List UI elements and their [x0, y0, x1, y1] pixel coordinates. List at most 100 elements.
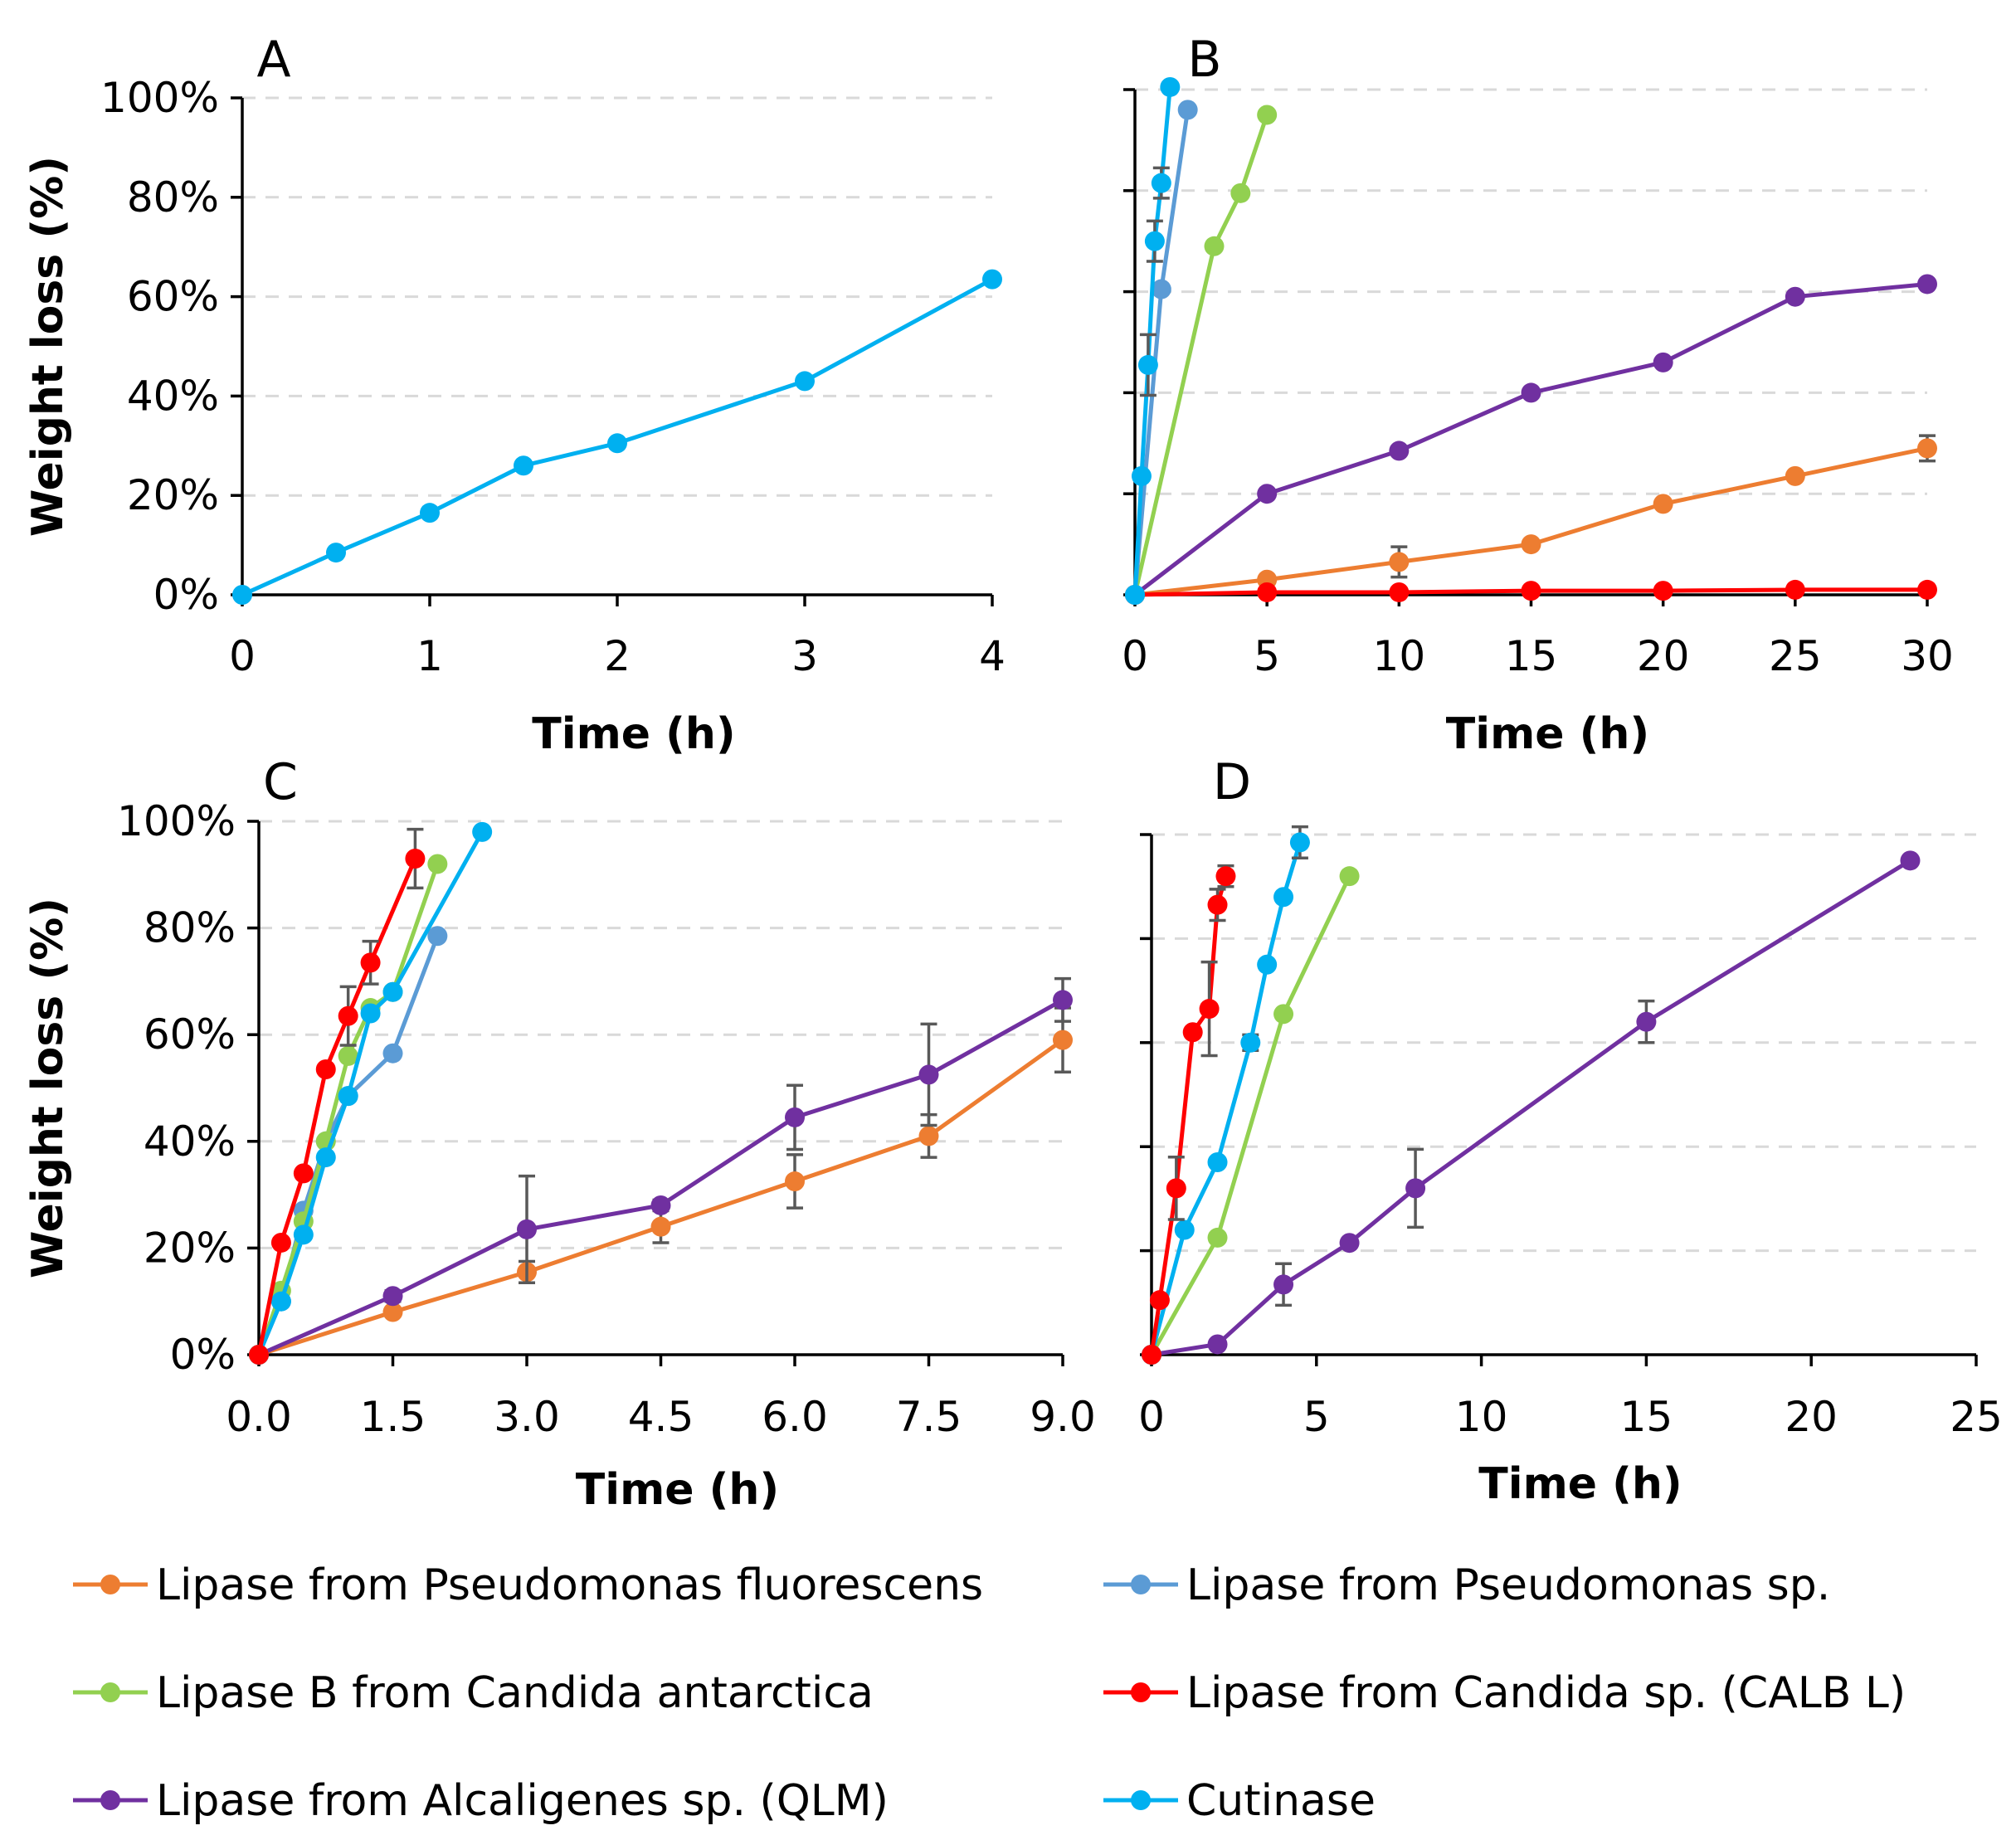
y-tick-label: 60%: [127, 273, 219, 321]
series-calb: [249, 854, 448, 1365]
data-point: [1207, 1227, 1228, 1248]
data-point: [1785, 286, 1805, 307]
legend-item-cut: Cutinase: [1103, 1776, 1376, 1826]
legend-swatch-marker: [100, 1575, 120, 1594]
x-tick-label: 3.0: [494, 1393, 560, 1441]
data-point: [232, 585, 252, 605]
legend-swatch-marker: [1131, 1575, 1151, 1594]
data-point: [1405, 1178, 1426, 1199]
data-point: [918, 1064, 939, 1085]
data-point: [1389, 441, 1410, 461]
series-qlm: [249, 976, 1073, 1365]
legend-swatch-marker: [1131, 1790, 1151, 1810]
data-point: [1917, 438, 1937, 459]
x-tick-label: 5: [1254, 632, 1280, 680]
data-point: [382, 1286, 403, 1307]
x-tick-label: 3: [791, 632, 818, 680]
data-point: [1199, 999, 1220, 1020]
x-tick-label: 10: [1373, 632, 1426, 680]
data-point: [1240, 1032, 1261, 1053]
data-point: [1257, 484, 1278, 504]
data-point: [315, 1147, 336, 1168]
y-tick-label: 100%: [100, 74, 219, 122]
legend-item-calb: Lipase B from Candida antarctica: [73, 1668, 874, 1718]
data-point: [1151, 279, 1171, 299]
data-point: [382, 981, 403, 1002]
data-point: [405, 849, 426, 869]
data-point: [982, 269, 1002, 290]
x-tick-label: 25: [1950, 1393, 2003, 1441]
series-line-calb: [1132, 114, 1269, 596]
data-point: [1142, 1345, 1161, 1365]
data-point: [1160, 76, 1181, 97]
y-axis-label: Weight loss (%): [23, 898, 73, 1278]
x-axis-label: Time (h): [532, 709, 735, 759]
data-point: [1053, 1030, 1073, 1050]
data-point: [650, 1195, 671, 1215]
series-line-pf: [1134, 445, 1928, 597]
legend-label: Lipase from Pseudomonas fluorescens: [156, 1560, 983, 1610]
data-point: [427, 854, 448, 874]
x-tick-label: 6.0: [762, 1393, 828, 1441]
series-calb: [1142, 866, 1360, 1365]
series-qlm: [1125, 274, 1937, 605]
data-point: [1653, 494, 1673, 514]
data-point: [360, 1003, 381, 1024]
data-point: [360, 952, 381, 973]
data-point: [249, 1345, 269, 1365]
series-pf: [1125, 434, 1937, 605]
x-tick-label: 25: [1769, 632, 1822, 680]
data-point: [1653, 581, 1673, 601]
data-point: [1339, 1233, 1360, 1254]
y-tick-label: 80%: [127, 173, 219, 221]
legend-swatch-marker: [100, 1682, 120, 1702]
y-tick-label: 0%: [170, 1331, 236, 1379]
legend-label: Cutinase: [1186, 1776, 1376, 1826]
series-line-cal: [1149, 875, 1228, 1356]
data-point: [472, 821, 493, 842]
data-point: [270, 1232, 291, 1253]
x-tick-label: 0.0: [226, 1393, 292, 1441]
panel-a-chart: 0% 20% 40% 60% 80% 100% 0 1 2 3 4 Time (h) Weight lo…: [23, 31, 1006, 759]
data-point: [918, 1126, 939, 1146]
data-point: [514, 455, 533, 476]
x-tick-label: 10: [1455, 1393, 1508, 1441]
series-line-cut: [256, 830, 485, 1356]
data-point: [650, 1216, 671, 1237]
data-point: [1207, 1152, 1228, 1173]
x-tick-label: 1.5: [360, 1393, 426, 1441]
x-tick-label: 20: [1785, 1393, 1838, 1441]
data-point: [1273, 887, 1294, 908]
legend-label: Lipase from Candida sp. (CALB L): [1186, 1668, 1906, 1718]
series-pf: [249, 1006, 1073, 1365]
legend-label: Lipase from Pseudomonas sp.: [1186, 1560, 1830, 1610]
panel-b-chart: 0 5 10 15 20 25 30 Time (h) B: [1122, 31, 1954, 759]
y-tick-label: 0%: [153, 571, 219, 619]
data-point: [338, 1086, 358, 1107]
data-point: [1389, 552, 1410, 572]
legend: Lipase from Pseudomonas fluorescens Lipas…: [73, 1560, 1906, 1826]
panel-c-chart: 0% 20% 40% 60% 80% 100% 0.0 1.5 3.0 4.5 6.0 7.5 9.0 T…: [23, 753, 1096, 1515]
data-point: [1144, 231, 1165, 251]
y-tick-label: 20%: [127, 471, 219, 519]
data-point: [795, 371, 815, 392]
data-point: [427, 926, 448, 947]
data-point: [517, 1219, 537, 1239]
data-point: [1389, 582, 1410, 602]
data-point: [1273, 1274, 1294, 1295]
data-point: [1273, 1004, 1294, 1025]
y-tick-label: 60%: [144, 1010, 236, 1059]
x-tick-label: 15: [1505, 632, 1558, 680]
data-point: [315, 1059, 336, 1079]
x-tick-label: 20: [1637, 632, 1690, 680]
data-point: [1174, 1219, 1195, 1240]
y-axis-label: Weight loss (%): [23, 156, 73, 537]
data-point: [420, 503, 440, 523]
data-point: [270, 1291, 291, 1312]
data-point: [1177, 100, 1198, 120]
data-point: [1257, 582, 1278, 602]
series-cal: [1142, 864, 1236, 1365]
data-point: [1149, 1290, 1170, 1311]
data-point: [1636, 1011, 1657, 1032]
data-point: [1653, 352, 1673, 372]
